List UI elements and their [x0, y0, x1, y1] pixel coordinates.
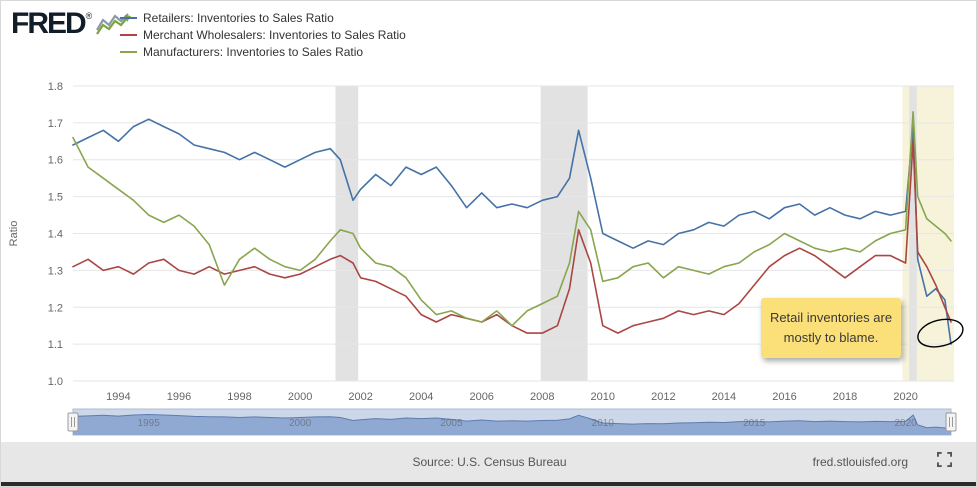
navigator-year-label: 1995: [138, 418, 161, 429]
legend-item-wholesalers[interactable]: Merchant Wholesalers: Inventories to Sal…: [120, 26, 406, 43]
footer: Source: U.S. Census Bureau fred.stlouisf…: [1, 442, 976, 486]
navigator-year-label: 2020: [894, 418, 917, 429]
legend-line-swatch: [120, 33, 137, 36]
navigator-year-label: 2015: [743, 418, 766, 429]
hand-drawn-circle[interactable]: [915, 315, 966, 351]
legend-line-swatch: [120, 50, 137, 53]
legend-line-swatch: [120, 16, 137, 19]
x-tick-label: 2008: [530, 391, 554, 403]
legend: Retailers: Inventories to Sales Ratio Me…: [120, 9, 406, 60]
x-tick-label: 2018: [833, 391, 857, 403]
navigator-year-label: 2005: [440, 418, 463, 429]
annotation-note[interactable]: Retail inventories are mostly to blame.: [761, 298, 901, 359]
x-tick-label: 1996: [167, 391, 191, 403]
legend-item-manufacturers[interactable]: Manufacturers: Inventories to Sales Rati…: [120, 43, 406, 60]
navigator-handle[interactable]: [945, 412, 957, 432]
registered-mark: ®: [85, 11, 93, 21]
navigator-area-outline: [72, 413, 952, 432]
x-tick-label: 2002: [348, 391, 372, 403]
x-tick-label: 1994: [106, 391, 130, 403]
x-tick-label: 2010: [591, 391, 615, 403]
navigator-year-label: 2000: [289, 418, 312, 429]
x-tick-label: 2006: [469, 391, 493, 403]
y-tick-label: 1.3: [48, 265, 63, 277]
x-tick-label: 2020: [893, 391, 917, 403]
legend-item-retailers[interactable]: Retailers: Inventories to Sales Ratio: [120, 9, 406, 26]
navigator-handle[interactable]: [67, 412, 79, 432]
legend-label: Manufacturers: Inventories to Sales Rati…: [143, 44, 364, 59]
site-link[interactable]: fred.stlouisfed.org: [812, 455, 908, 469]
y-tick-label: 1.6: [48, 155, 63, 167]
y-tick-label: 1.7: [48, 118, 63, 130]
x-tick-label: 2016: [772, 391, 796, 403]
x-tick-label: 2000: [288, 391, 312, 403]
y-tick-label: 1.4: [48, 229, 63, 241]
fred-logo-text: FRED: [11, 7, 87, 40]
x-tick-label: 2004: [409, 391, 433, 403]
annotation-note-text: Retail inventories are mostly to blame.: [769, 310, 893, 346]
x-tick-label: 1998: [227, 391, 251, 403]
navigator-year-label: 2010: [592, 418, 615, 429]
fullscreen-icon[interactable]: [937, 452, 952, 470]
y-tick-label: 1.8: [48, 81, 63, 93]
y-tick-label: 1.2: [48, 302, 63, 314]
range-navigator[interactable]: 1995 2000 2005 2010 2015 2020: [1, 405, 977, 441]
navigator-area: [73, 414, 951, 435]
y-axis-title: Ratio: [8, 221, 20, 247]
source-text: Source: U.S. Census Bureau: [412, 455, 567, 469]
fred-logo[interactable]: FRED ®: [11, 7, 132, 40]
x-tick-label: 2014: [712, 391, 736, 403]
x-tick-label: 2012: [651, 391, 675, 403]
legend-label: Merchant Wholesalers: Inventories to Sal…: [143, 27, 406, 42]
navigator-svg[interactable]: 1995 2000 2005 2010 2015 2020: [1, 405, 977, 441]
legend-label: Retailers: Inventories to Sales Ratio: [143, 10, 334, 25]
series-line-2[interactable]: [72, 111, 952, 327]
y-tick-label: 1.0: [48, 376, 63, 388]
y-tick-label: 1.5: [48, 192, 63, 204]
series-line-0[interactable]: [72, 118, 952, 345]
y-tick-label: 1.1: [48, 339, 63, 351]
